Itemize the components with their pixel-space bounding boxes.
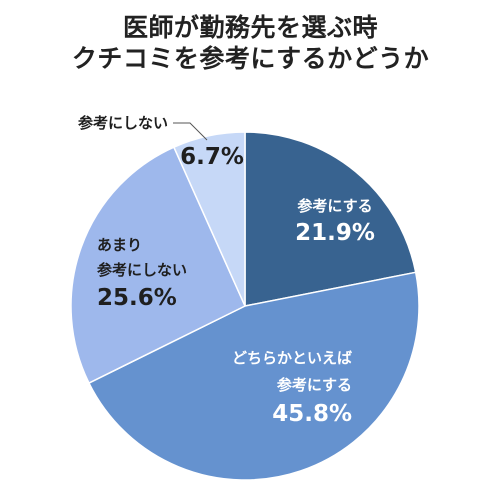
pie-slices [70,131,420,481]
slice-value-2: 45.8% [272,401,352,427]
pie-slice-4 [172,131,246,307]
slice-value-1: 21.9% [295,220,375,246]
slice-label-3-line-2: 参考にしない [97,261,187,279]
leader-lines [173,122,208,141]
chart-title: 医師が勤務先を選ぶ時 クチコミを参考にするかどうか [0,12,501,74]
slice-value-3: 25.6% [97,285,177,311]
pie-slice-2 [87,271,420,481]
leader-line-4 [173,122,208,141]
slice-label-2-line-2: 参考にする [277,376,352,394]
chart-title-line-1: 医師が勤務先を選ぶ時 [122,13,378,42]
pie-slice-1 [244,131,417,307]
slice-label-2-line-1: どちらかといえば [232,349,352,367]
pie-slice-3 [70,146,246,385]
slice-label-1-line-1: 参考にする [297,197,372,215]
chart-title-line-2: クチコミを参考にするかどうか [71,44,430,73]
slice-label-4-line-1: 参考にしない [78,114,168,132]
slice-value-4: 6.7% [180,144,244,170]
pie-labels: 参考にする21.9%どちらかといえば参考にする45.8%あまり参考にしない25.… [78,114,375,427]
slice-label-3-line-1: あまり [97,236,142,254]
